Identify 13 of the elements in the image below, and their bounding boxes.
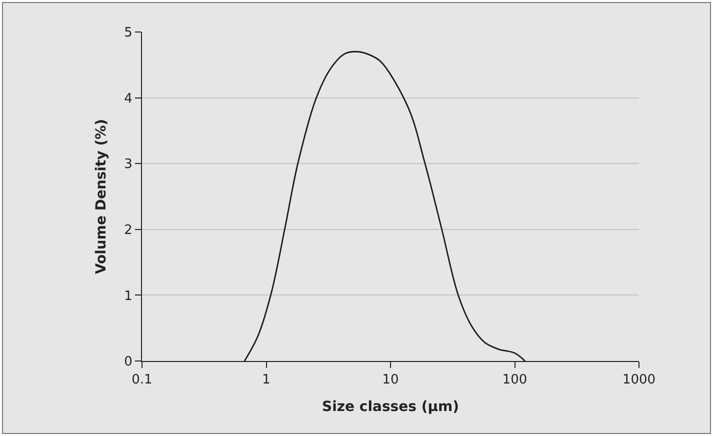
y-tick-label: 1 xyxy=(124,288,132,304)
x-tick-label: 10 xyxy=(382,372,399,388)
x-tick-label: 0.1 xyxy=(132,372,152,388)
y-tick-label: 3 xyxy=(124,157,132,172)
x-axis-title: Size classes (µm) xyxy=(322,398,459,415)
y-tick-label: 4 xyxy=(124,91,132,106)
y-tick-label: 5 xyxy=(124,26,132,41)
x-tick-label: 1 xyxy=(262,372,270,388)
x-tick-label: 1000 xyxy=(622,372,656,388)
x-tick-label: 100 xyxy=(502,372,528,388)
y-axis-title: Volume Density (%) xyxy=(94,118,110,274)
y-tick-label: 0 xyxy=(124,354,132,370)
y-tick-label: 2 xyxy=(124,222,132,238)
